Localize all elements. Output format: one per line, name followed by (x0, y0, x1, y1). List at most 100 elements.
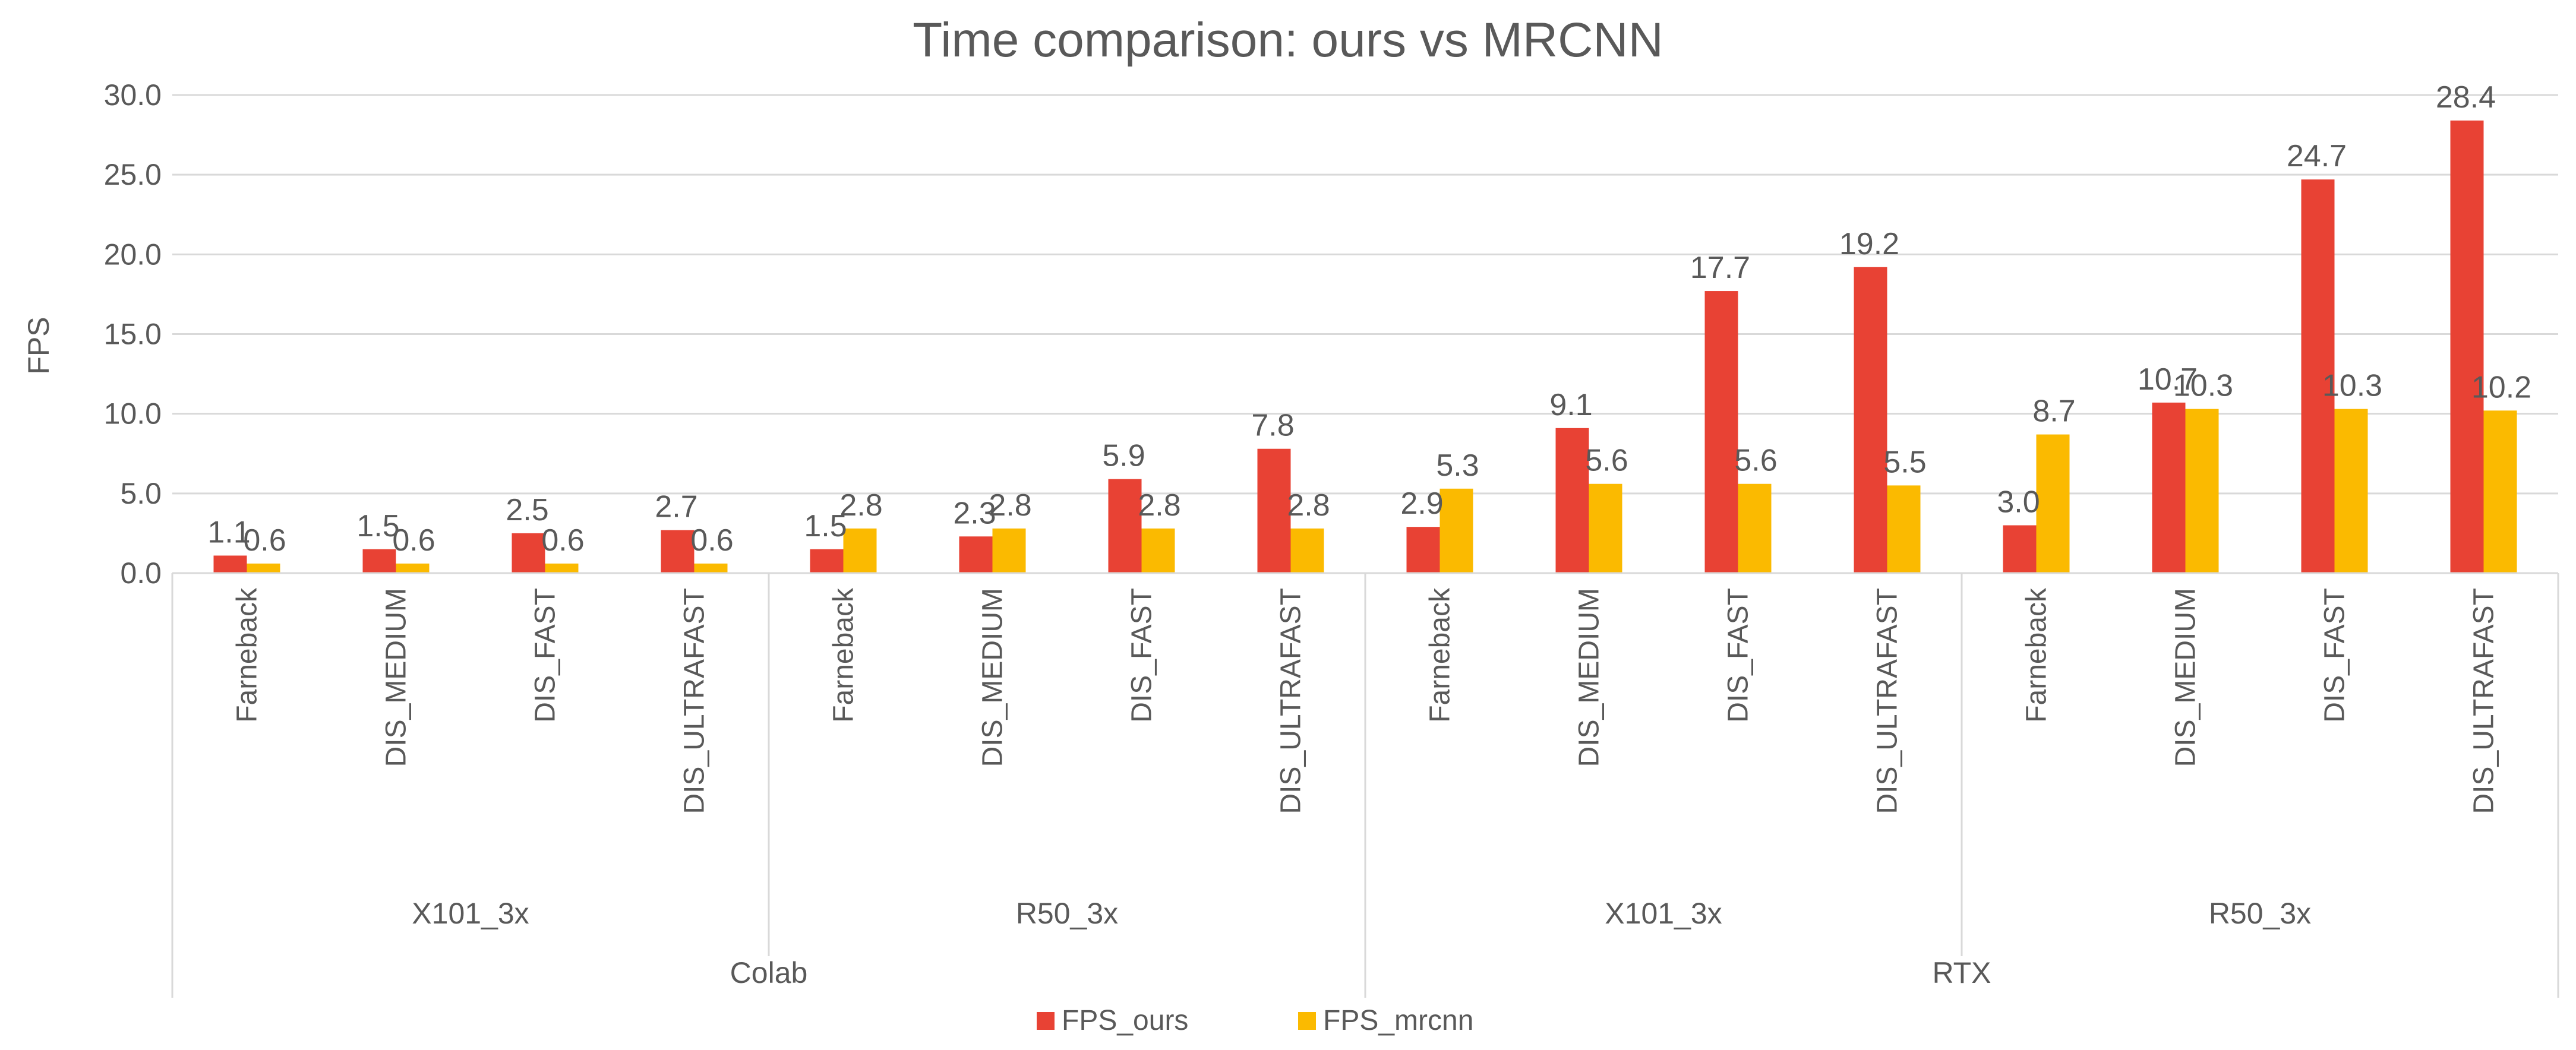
category-label: Farneback (828, 587, 860, 723)
bar-FPS_mrcnn (545, 563, 579, 573)
y-tick-label: 20.0 (104, 238, 162, 271)
bar-FPS_mrcnn (1589, 483, 1622, 573)
bar-FPS_ours (2152, 402, 2186, 573)
platform-group-label: Colab (730, 956, 808, 989)
bar-FPS_mrcnn (2334, 409, 2368, 573)
bar-FPS_ours (1257, 448, 1291, 573)
data-label-FPS_mrcnn: 10.3 (2173, 369, 2233, 403)
bar-FPS_mrcnn (2185, 409, 2219, 573)
bar-FPS_ours (512, 533, 545, 573)
y-tick-label: 30.0 (104, 78, 162, 112)
data-label-FPS_mrcnn: 5.3 (1436, 448, 1479, 483)
data-label-FPS_ours: 10.7 (2138, 362, 2198, 397)
bar-FPS_ours (2301, 179, 2335, 573)
category-label: DIS_ULTRAFAST (1872, 588, 1903, 814)
bar-FPS_ours (661, 530, 694, 573)
bar-FPS_mrcnn (1887, 485, 1921, 573)
data-label-FPS_ours: 9.1 (1549, 388, 1592, 422)
bar-FPS_mrcnn (694, 563, 728, 573)
category-label: Farneback (232, 587, 263, 723)
data-label-FPS_ours: 2.7 (655, 490, 697, 524)
category-label: Farneback (1425, 587, 1456, 723)
legend: FPS_ours FPS_mrcnn (1037, 1005, 1473, 1036)
data-label-FPS_ours: 17.7 (1690, 251, 1750, 285)
category-label: DIS_MEDIUM (1574, 588, 1605, 767)
data-label-FPS_mrcnn: 5.6 (1585, 444, 1628, 478)
data-label-FPS_ours: 28.4 (2436, 80, 2496, 115)
legend-label: FPS_mrcnn (1323, 1005, 1473, 1036)
bar-FPS_mrcnn (1738, 483, 1772, 573)
bar-FPS_ours (2003, 525, 2037, 573)
data-label-FPS_ours: 2.9 (1400, 486, 1443, 521)
bar-FPS_ours (213, 555, 247, 573)
category-label: DIS_MEDIUM (977, 588, 1009, 767)
category-label: DIS_FAST (1723, 588, 1754, 723)
data-label-FPS_mrcnn: 10.3 (2322, 369, 2382, 403)
category-label: DIS_ULTRAFAST (2468, 588, 2500, 814)
data-label-FPS_ours: 24.7 (2287, 139, 2347, 173)
data-label-FPS_ours: 7.8 (1251, 409, 1294, 443)
data-label-FPS_mrcnn: 2.8 (989, 488, 1031, 523)
bar-FPS_mrcnn (396, 563, 430, 573)
bar-FPS_ours (1704, 291, 1738, 573)
bar-FPS_ours (1555, 428, 1589, 573)
legend-label: FPS_ours (1062, 1005, 1188, 1036)
data-label-FPS_mrcnn: 0.6 (541, 523, 584, 558)
category-label: DIS_MEDIUM (2170, 588, 2202, 767)
bar-FPS_mrcnn (2036, 434, 2070, 573)
data-label-FPS_mrcnn: 5.6 (1734, 444, 1777, 478)
bar-FPS_mrcnn (1439, 488, 1473, 573)
category-label: Farneback (2021, 587, 2053, 723)
y-axis-ticks: 0.0 5.0 10.0 15.0 20.0 25.0 30.0 (104, 78, 162, 590)
data-label-FPS_mrcnn: 2.8 (1287, 488, 1330, 523)
data-label-FPS_mrcnn: 5.5 (1883, 445, 1926, 479)
bar-FPS_ours (1108, 479, 1142, 573)
bar-FPS_mrcnn (247, 563, 280, 573)
category-axis: Farneback DIS_MEDIUM DIS_FAST DIS_ULTRAFAST… (171, 572, 2559, 998)
model-group-label: R50_3x (2209, 897, 2311, 930)
data-label-FPS_ours: 5.9 (1102, 439, 1145, 473)
bar-FPS_ours (362, 549, 396, 573)
y-tick-label: 10.0 (104, 397, 162, 431)
data-label-FPS_ours: 2.5 (506, 493, 548, 527)
bar-FPS_mrcnn (1141, 528, 1175, 573)
y-tick-label: 15.0 (104, 318, 162, 351)
data-label-FPS_mrcnn: 2.8 (839, 488, 882, 523)
legend-swatch-FPS_ours (1037, 1012, 1055, 1030)
category-label: DIS_ULTRAFAST (679, 588, 711, 814)
data-label-FPS_mrcnn: 0.6 (392, 523, 435, 558)
data-label-FPS_ours: 3.0 (1997, 485, 2040, 520)
model-group-label: R50_3x (1016, 897, 1118, 930)
bar-FPS_ours (1854, 267, 1887, 573)
y-tick-label: 0.0 (120, 556, 162, 590)
model-group-label: X101_3x (412, 897, 529, 930)
bar-FPS_mrcnn (843, 528, 877, 573)
bar-FPS_ours (1406, 527, 1440, 573)
model-group-label: X101_3x (1605, 897, 1722, 930)
data-label-FPS_mrcnn: 2.8 (1138, 488, 1180, 523)
bar-FPS_ours (810, 549, 844, 573)
data-label-FPS_mrcnn: 0.6 (690, 523, 733, 558)
data-label-FPS_ours: 1.5 (804, 509, 847, 543)
bar-FPS_mrcnn (1290, 528, 1324, 573)
bars (213, 120, 2517, 573)
y-tick-label: 25.0 (104, 158, 162, 191)
data-labels: 1.1 1.5 2.5 2.7 1.5 2.3 5.9 7.8 2.9 9.1 17.7 19.2 3.… (207, 80, 2531, 558)
data-label-FPS_mrcnn: 8.7 (2032, 394, 2075, 429)
legend-swatch-FPS_mrcnn (1298, 1012, 1316, 1030)
data-label-FPS_ours: 1.1 (207, 515, 250, 549)
y-axis-label: FPS (22, 317, 55, 374)
y-tick-label: 5.0 (120, 477, 162, 510)
data-label-FPS_mrcnn: 0.6 (243, 523, 286, 558)
bar-FPS_ours (2450, 120, 2484, 573)
category-label: DIS_FAST (530, 588, 561, 723)
chart-title: Time comparison: ours vs MRCNN (913, 13, 1663, 67)
platform-group-label: RTX (1932, 956, 1991, 989)
bar-FPS_ours (959, 536, 993, 573)
category-label: DIS_MEDIUM (381, 588, 412, 767)
category-label: DIS_FAST (1126, 588, 1158, 723)
category-label: DIS_FAST (2319, 588, 2351, 723)
bar-FPS_mrcnn (2483, 410, 2517, 573)
data-label-FPS_mrcnn: 10.2 (2471, 370, 2531, 404)
